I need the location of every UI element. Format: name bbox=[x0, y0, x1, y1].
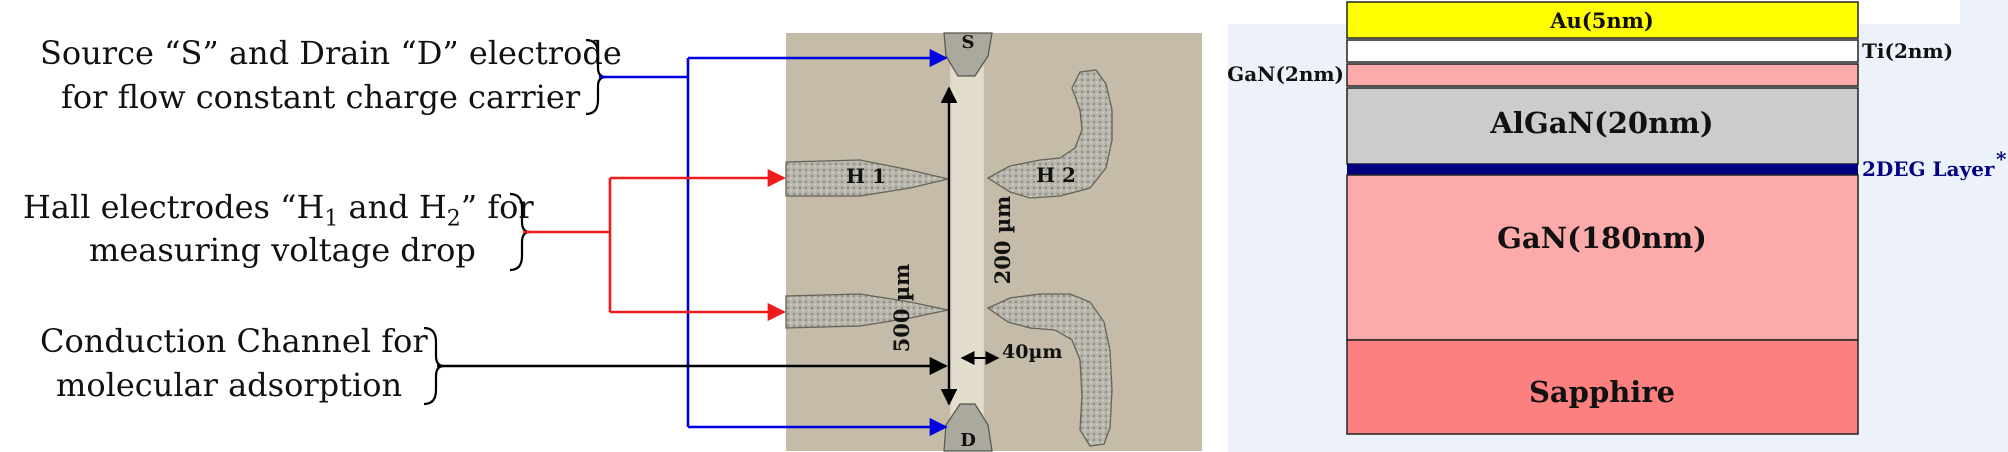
label-sapphire: Sapphire bbox=[1529, 375, 1675, 409]
hall-label-line2: measuring voltage drop bbox=[89, 231, 476, 269]
layer-gan-cap bbox=[1346, 63, 1859, 87]
label-algan: AlGaN(20nm) bbox=[1489, 106, 1713, 140]
micro-200-label: 200 µm bbox=[990, 196, 1015, 285]
source-drain-label-line2: for flow constant charge carrier bbox=[61, 78, 581, 116]
channel-label-line1: Conduction Channel for bbox=[40, 322, 428, 360]
label-ti: Ti(2nm) bbox=[1862, 39, 1953, 63]
layer-algan bbox=[1346, 87, 1859, 165]
source-drain-label-line1: Source “S” and Drain “D” electrode bbox=[40, 34, 622, 72]
micro-d-label: D bbox=[960, 430, 976, 451]
micro-40-label: 40µm bbox=[1002, 341, 1062, 363]
red-connector bbox=[523, 168, 786, 322]
hall-label-mid: and H bbox=[338, 188, 447, 226]
layer-2deg bbox=[1347, 164, 1858, 175]
micro-s-label: S bbox=[962, 32, 975, 53]
layer-sapphire bbox=[1346, 339, 1859, 435]
hall-sub-2: 2 bbox=[446, 206, 461, 232]
label-au: Au(5nm) bbox=[1549, 8, 1654, 33]
channel-label-line2: molecular adsorption bbox=[56, 366, 403, 404]
micrograph-panel bbox=[785, 32, 1202, 452]
hall-label-line1: Hall electrodes “H1 and H2” for bbox=[23, 186, 534, 240]
layer-au bbox=[1346, 1, 1859, 39]
label-2deg: 2DEG Layer bbox=[1862, 157, 1995, 181]
hall-label-pre: Hall electrodes “H bbox=[23, 188, 325, 226]
label-2deg-star: * bbox=[1996, 147, 2007, 171]
micro-500-label: 500 µm bbox=[889, 264, 914, 353]
label-gan-cap: GaN(2nm) bbox=[1227, 62, 1344, 86]
layer-stack bbox=[1228, 0, 2008, 452]
micro-h1-label: H 1 bbox=[846, 164, 886, 188]
layer-ti bbox=[1346, 39, 1859, 63]
label-gan: GaN(180nm) bbox=[1497, 221, 1707, 255]
layer-gan bbox=[1346, 174, 1859, 341]
micro-h2-label: H 2 bbox=[1036, 163, 1076, 187]
hall-sub-1: 1 bbox=[324, 206, 339, 232]
